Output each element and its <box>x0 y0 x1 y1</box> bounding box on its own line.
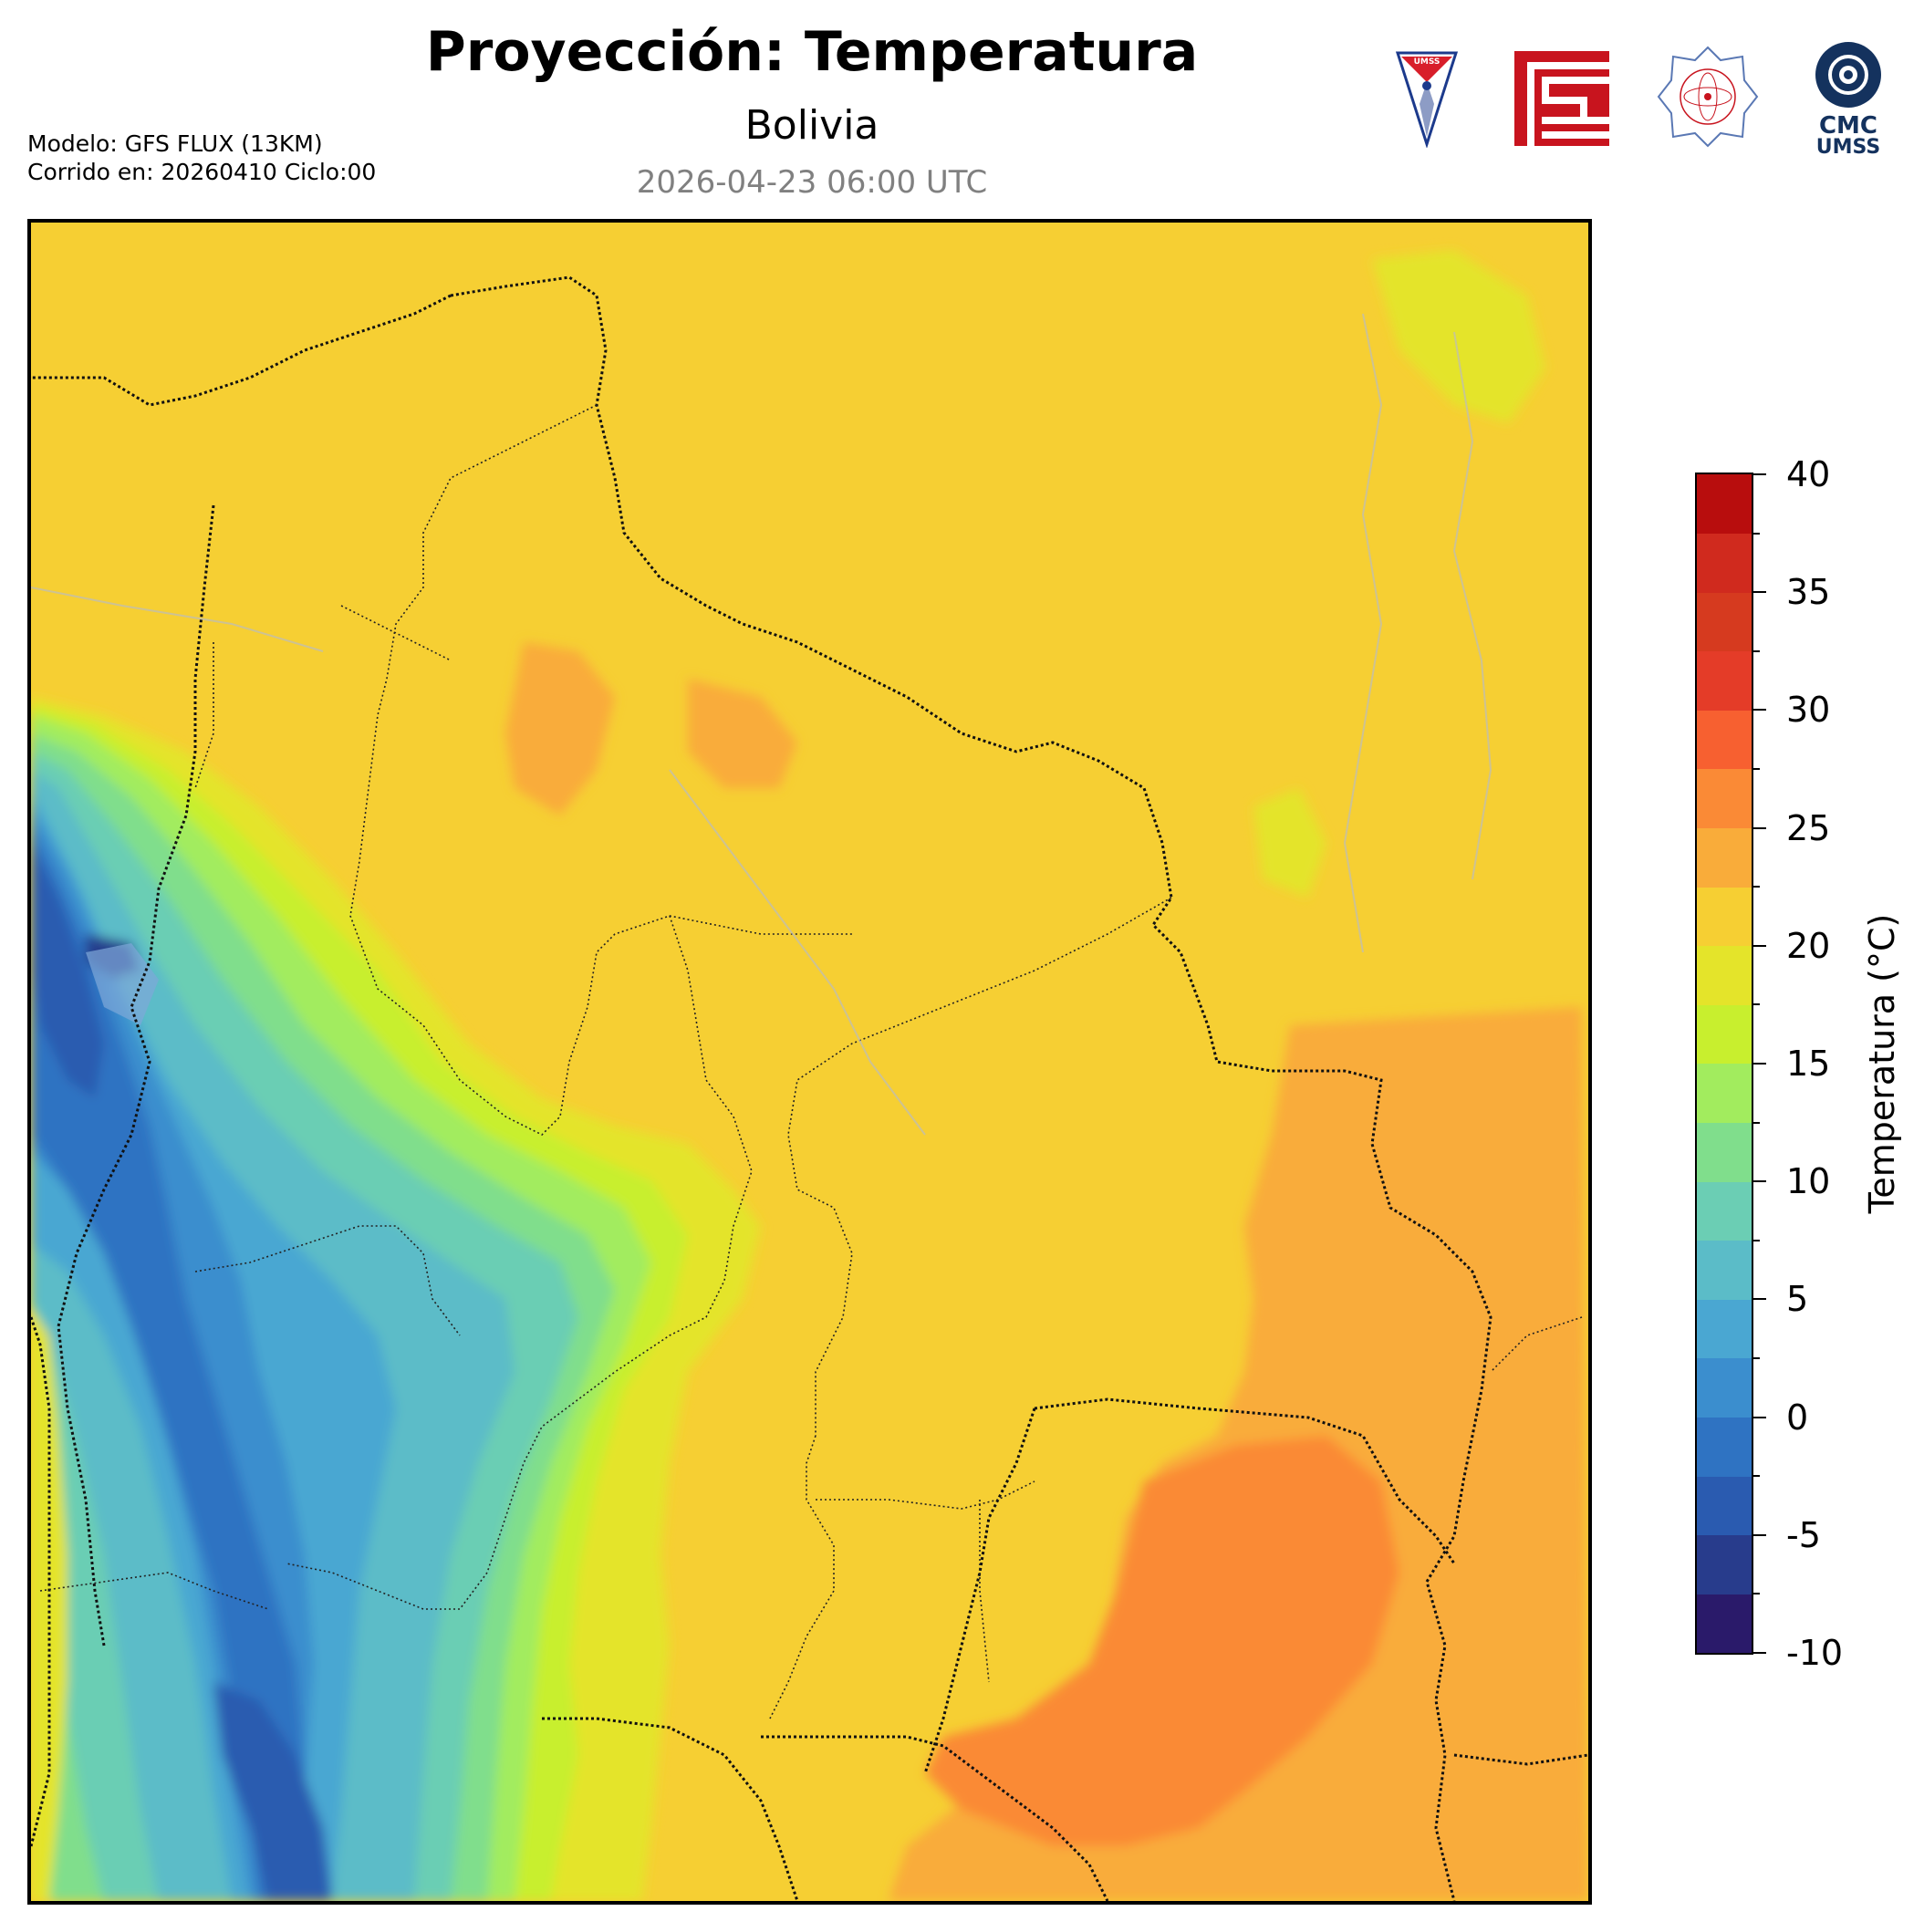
cold-peak-south-m5 <box>213 1682 332 1901</box>
colorbar-major-tick <box>1752 709 1766 712</box>
colorbar-minor-tick <box>1752 1593 1760 1595</box>
colorbar-major-tick <box>1752 1533 1766 1536</box>
colorbar-major-tick <box>1752 591 1766 594</box>
colorbar-tick-label: 5 <box>1786 1279 1809 1320</box>
colorbar-minor-tick <box>1752 768 1760 770</box>
institution-logos: UMSS CMC UMSS <box>1387 36 1898 164</box>
colorbar-minor-tick <box>1752 1239 1760 1241</box>
colorbar-segment <box>1697 1064 1752 1124</box>
warm-patch-north <box>505 642 615 815</box>
colorbar-segment <box>1697 474 1752 535</box>
red-glyph-logo <box>1514 51 1609 146</box>
colorbar-major-tick <box>1752 1298 1766 1301</box>
colorbar-segment <box>1697 650 1752 711</box>
colorbar-segment <box>1697 1534 1752 1594</box>
colorbar-tick-label: 25 <box>1786 807 1831 848</box>
colorbar-tick-label: -5 <box>1786 1514 1821 1555</box>
cold-cordillera-m2 <box>31 825 305 1901</box>
coast-warm-strip <box>31 1308 68 1901</box>
region-subtitle: Bolivia <box>744 102 879 149</box>
lake-titicaca <box>86 943 159 1025</box>
colorbar-tick-label: 0 <box>1786 1397 1809 1438</box>
page-title: Proyección: Temperatura <box>425 20 1199 84</box>
svg-text:UMSS: UMSS <box>1414 57 1440 67</box>
colorbar-minor-tick <box>1752 1475 1760 1478</box>
temperature-colorbar <box>1695 473 1753 1655</box>
model-info: Modelo: GFS FLUX (13KM) Corrido en: 2026… <box>27 130 376 186</box>
colorbar-tick-label: 40 <box>1786 454 1831 494</box>
colorbar-segment <box>1697 827 1752 888</box>
colorbar-segment <box>1697 1594 1752 1653</box>
temperature-field <box>31 223 1588 1901</box>
cmc-logo-text: CMC <box>1819 112 1877 140</box>
colorbar-segment <box>1697 1122 1752 1182</box>
cold-peak-m5 <box>31 843 104 1098</box>
colorbar-major-tick <box>1752 1416 1766 1418</box>
umss-shield-logo: UMSS <box>1395 51 1459 148</box>
colorbar-minor-tick <box>1752 886 1760 888</box>
colorbar-minor-tick <box>1752 1357 1760 1359</box>
mild-patch-east <box>1253 788 1326 898</box>
umss-logo-text: UMSS <box>1816 136 1880 157</box>
forecast-timestamp: 2026-04-23 06:00 UTC <box>636 164 988 201</box>
colorbar-segment <box>1697 592 1752 652</box>
colorbar-major-tick <box>1752 826 1766 829</box>
colorbar-segment <box>1697 1417 1752 1477</box>
colorbar-tick-label: 10 <box>1786 1161 1831 1202</box>
model-line: Modelo: GFS FLUX (13KM) <box>27 130 323 157</box>
warm-patch-central <box>688 679 797 788</box>
colorbar-tick-label: 35 <box>1786 572 1831 613</box>
colorbar-segment <box>1697 1004 1752 1065</box>
departamento-fisica-seal-logo <box>1657 46 1759 148</box>
colorbar-segment <box>1697 1181 1752 1241</box>
warm-southeast-27 <box>925 1436 1399 1846</box>
colorbar-segment <box>1697 1476 1752 1536</box>
colorbar-major-tick <box>1752 1063 1766 1065</box>
colorbar-major-tick <box>1752 1652 1766 1654</box>
colorbar-segment <box>1697 1299 1752 1359</box>
colorbar-major-tick <box>1752 944 1766 947</box>
temperature-map <box>27 219 1592 1905</box>
cmc-umss-logo: CMC UMSS <box>1815 42 1881 157</box>
colorbar-tick-label: 30 <box>1786 690 1831 731</box>
colorbar-tick-label: 15 <box>1786 1044 1831 1084</box>
colorbar-segment <box>1697 710 1752 770</box>
colorbar-segment <box>1697 533 1752 593</box>
country-borders <box>31 275 1588 1901</box>
colorbar-tick-label: 20 <box>1786 925 1831 966</box>
colorbar-segment <box>1697 1358 1752 1418</box>
department-borders <box>39 404 1583 1719</box>
rivers <box>31 313 1492 1136</box>
colorbar-major-tick <box>1752 473 1766 475</box>
colorbar-label: Temperatura (°C) <box>1862 913 1902 1214</box>
colorbar-segment <box>1697 1240 1752 1300</box>
colorbar-segment <box>1697 887 1752 947</box>
mild-patch-northeast <box>1372 250 1545 423</box>
colorbar-segment <box>1697 945 1752 1005</box>
colorbar-major-tick <box>1752 1180 1766 1183</box>
colorbar-segment <box>1697 769 1752 829</box>
colorbar-tick-label: -10 <box>1786 1633 1844 1673</box>
colorbar-minor-tick <box>1752 532 1760 535</box>
colorbar-minor-tick <box>1752 1003 1760 1006</box>
colorbar-minor-tick <box>1752 1121 1760 1124</box>
colorbar-minor-tick <box>1752 649 1760 652</box>
run-line: Corrido en: 20260410 Ciclo:00 <box>27 159 377 185</box>
